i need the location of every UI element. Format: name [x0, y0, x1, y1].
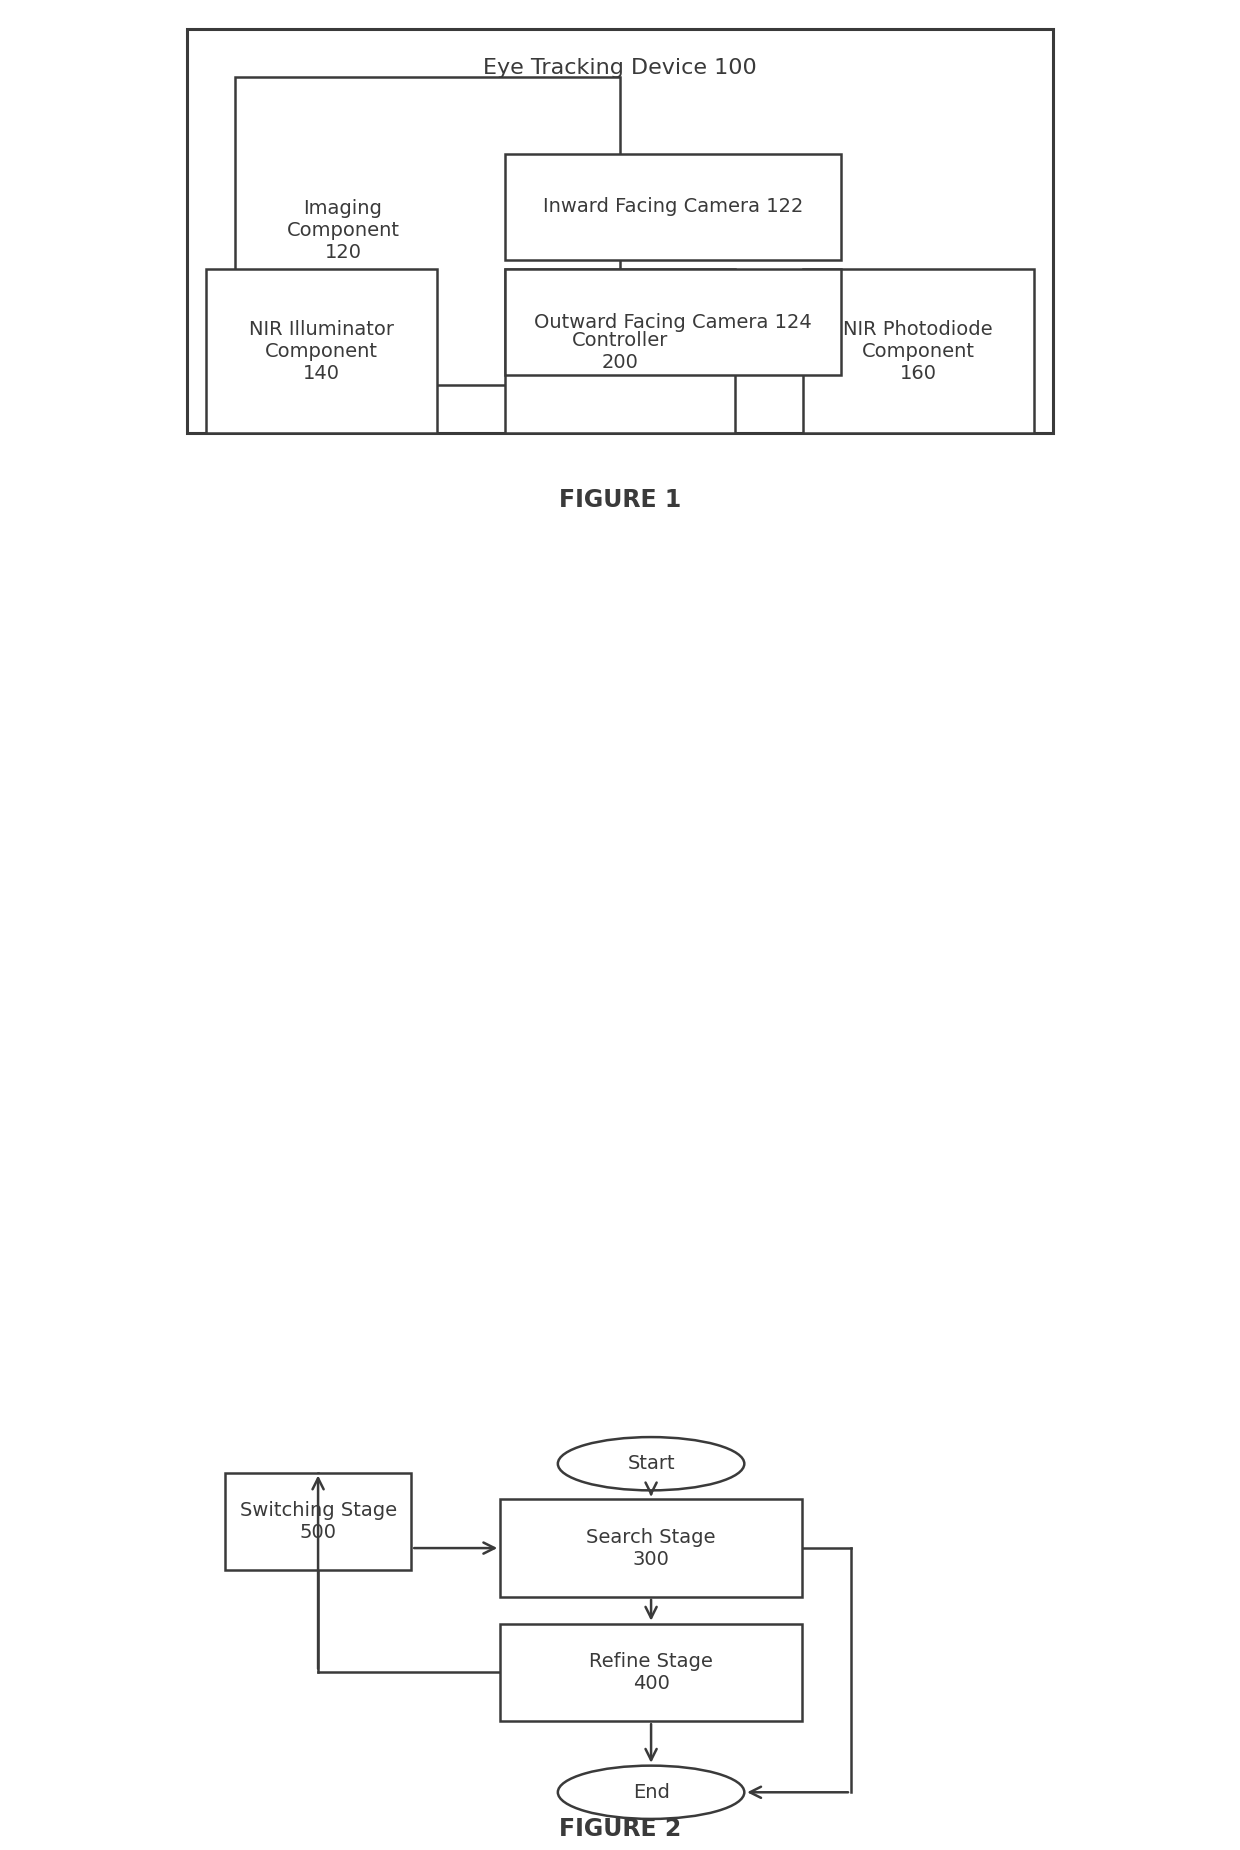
Text: Outward Facing Camera 124: Outward Facing Camera 124	[534, 313, 812, 331]
FancyBboxPatch shape	[505, 270, 841, 376]
FancyBboxPatch shape	[505, 154, 841, 259]
FancyBboxPatch shape	[500, 1498, 802, 1597]
FancyBboxPatch shape	[187, 30, 1053, 433]
Text: Controller
200: Controller 200	[572, 331, 668, 372]
Text: Search Stage
300: Search Stage 300	[587, 1528, 715, 1569]
FancyBboxPatch shape	[224, 1473, 412, 1571]
Text: FIGURE 2: FIGURE 2	[559, 1817, 681, 1841]
Text: Eye Tracking Device 100: Eye Tracking Device 100	[484, 57, 756, 78]
Ellipse shape	[558, 1437, 744, 1491]
FancyBboxPatch shape	[505, 270, 735, 433]
Text: Imaging
Component
120: Imaging Component 120	[286, 200, 399, 263]
Ellipse shape	[558, 1765, 744, 1819]
Text: Refine Stage
400: Refine Stage 400	[589, 1652, 713, 1693]
Text: Start: Start	[627, 1454, 675, 1473]
FancyBboxPatch shape	[236, 78, 620, 385]
Text: NIR Photodiode
Component
160: NIR Photodiode Component 160	[843, 320, 993, 383]
Text: FIGURE 1: FIGURE 1	[559, 488, 681, 512]
Text: Inward Facing Camera 122: Inward Facing Camera 122	[543, 198, 804, 216]
Text: End: End	[632, 1783, 670, 1802]
Text: Switching Stage
500: Switching Stage 500	[239, 1500, 397, 1541]
Text: NIR Illuminator
Component
140: NIR Illuminator Component 140	[249, 320, 394, 383]
FancyBboxPatch shape	[206, 270, 438, 433]
FancyBboxPatch shape	[802, 270, 1034, 433]
FancyBboxPatch shape	[500, 1624, 802, 1720]
